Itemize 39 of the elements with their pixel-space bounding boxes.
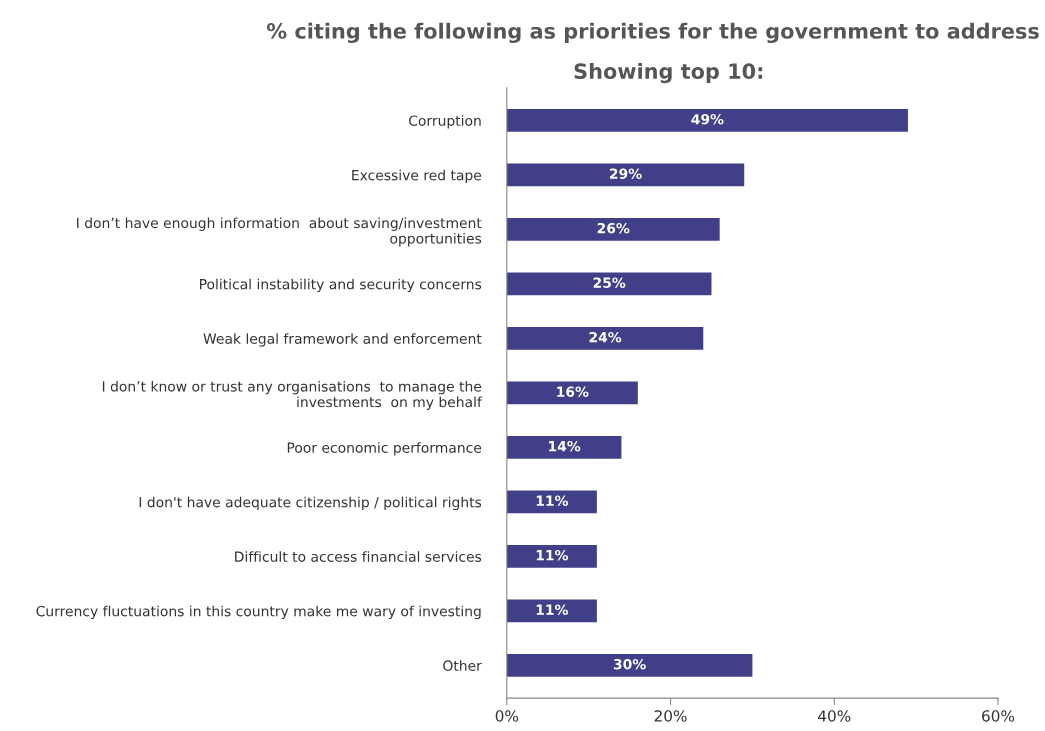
x-tick-label: 20% (654, 710, 687, 722)
x-tick-label: 60% (982, 710, 1015, 722)
data-label: 16% (557, 386, 589, 397)
y-tick-label: Other (443, 660, 482, 671)
y-tick-label: Corruption (409, 115, 481, 129)
y-tick-label: Weak legal framework and enforcement (203, 333, 482, 347)
y-tick-label: I don't have adequate citizenship / political rights (139, 496, 482, 511)
bar (506, 599, 597, 623)
chart-subtitle: Showing top 10: (574, 62, 763, 84)
bar (506, 163, 745, 187)
bar (506, 108, 908, 132)
data-label: 14% (549, 440, 581, 452)
y-tick-label: Currency fluctuations in this country make me wary of investing (36, 605, 481, 620)
data-label: 11% (536, 604, 569, 615)
data-label: 11% (536, 549, 569, 561)
y-tick-label: Political instability and security concerns (200, 278, 482, 293)
data-label: 29% (610, 168, 642, 179)
x-tick-label: 0% (495, 710, 519, 722)
data-label: 30% (613, 658, 646, 670)
y-tick-label: Excessive red tape (352, 169, 482, 184)
data-label: 26% (597, 222, 630, 234)
data-label: 25% (593, 277, 626, 288)
data-label: 24% (589, 331, 622, 343)
bar (506, 490, 597, 514)
bar (506, 544, 597, 568)
data-label: 11% (536, 495, 569, 506)
y-tick-label: Poor economic performance (287, 442, 482, 456)
y-tick-label: I don’t have enough information about saving/investment opportunities (77, 217, 482, 247)
bar (506, 272, 712, 296)
chart-title: % citing the following as priorities for the government to address (266, 22, 1039, 44)
bar (506, 435, 622, 459)
bar (506, 326, 704, 350)
bar (506, 653, 753, 677)
x-tick-label: 40% (818, 710, 851, 722)
y-tick-label: I don’t know or trust any organisations to manage the investments on my behalf (102, 380, 483, 410)
y-tick-label: Difficult to access financial services (235, 551, 482, 562)
bar (506, 217, 720, 241)
bar (506, 381, 638, 405)
data-label: 49% (691, 113, 724, 125)
